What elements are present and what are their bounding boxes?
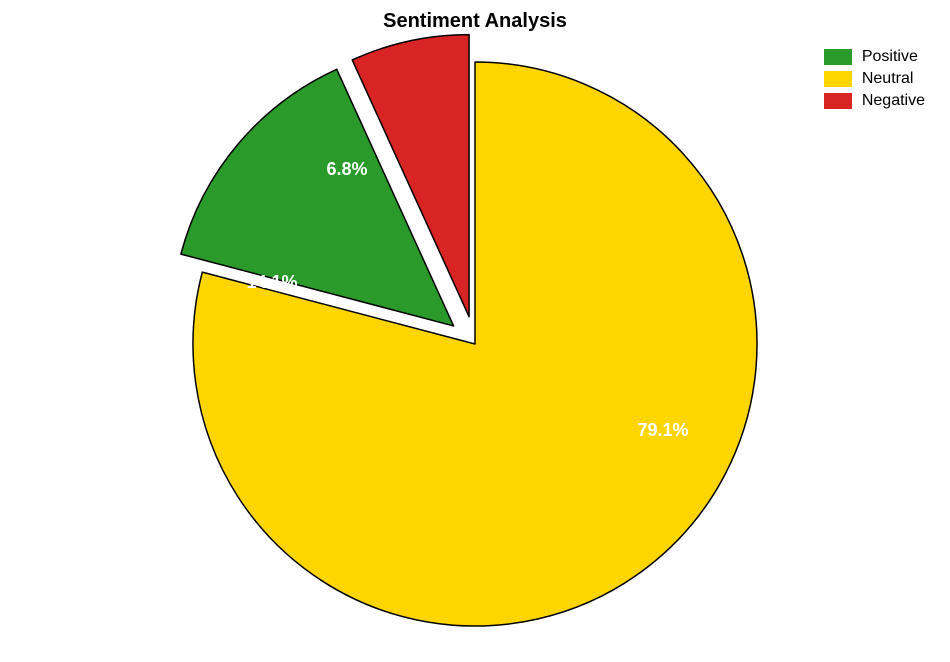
- legend-swatch-neutral: [824, 71, 852, 87]
- legend-item-neutral: Neutral: [824, 70, 925, 88]
- legend-label-negative: Negative: [862, 92, 925, 110]
- legend-swatch-positive: [824, 49, 852, 65]
- pie-slice-neutral-label: 79.1%: [637, 420, 688, 440]
- legend-label-neutral: Neutral: [862, 70, 914, 88]
- legend-label-positive: Positive: [862, 48, 918, 66]
- legend-item-positive: Positive: [824, 48, 925, 66]
- chart-container: Sentiment Analysis 79.1%14.1%6.8% Positi…: [0, 0, 950, 662]
- legend-item-negative: Negative: [824, 92, 925, 110]
- pie-slice-negative-label: 6.8%: [326, 159, 367, 179]
- chart-legend: Positive Neutral Negative: [824, 48, 925, 114]
- pie-chart-svg: 79.1% 14.1% 6.8%: [0, 0, 950, 662]
- pie-slice-positive-label: 14.1%: [246, 272, 297, 292]
- legend-swatch-negative: [824, 93, 852, 109]
